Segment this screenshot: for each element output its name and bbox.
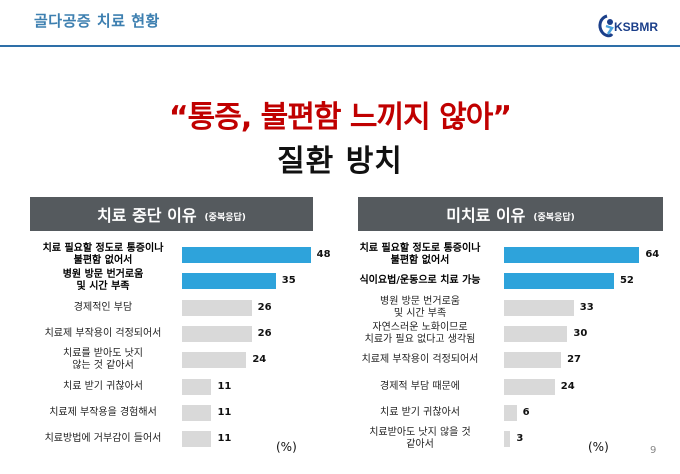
bar — [182, 431, 212, 448]
bar-label-line: 자연스러운 노화이므로 — [372, 321, 468, 333]
bar-label-line: 같아서 — [406, 439, 434, 451]
bar-label: 식이요법/운동으로 치료 가능 — [338, 275, 502, 287]
bar — [504, 404, 517, 421]
bar-label: 치료 받기 귀찮아서 — [28, 381, 178, 393]
bar-label-line: 치료가 필요 없다고 생각됨 — [364, 333, 476, 345]
bar-label-line: 및 시간 부족 — [393, 307, 447, 319]
header-divider — [0, 45, 680, 47]
bar-label: 치료제 부작용이 걱정되어서 — [338, 354, 502, 366]
bar-label: 치료받아도 낫지 않을 것 같아서 — [338, 427, 502, 451]
bar-label: 경제적인 부담 — [28, 302, 178, 314]
bar-value-label: 26 — [257, 301, 272, 313]
right-unit-label: (%) — [588, 440, 609, 454]
bar-label-line: 불편함 없어서 — [390, 255, 450, 266]
bar-label: 경제적 부담 때문에 — [338, 381, 502, 393]
bar-label-line: 병원 방문 번거로움 — [62, 269, 144, 281]
logo-text: KSBMR — [614, 20, 658, 34]
bar-label-line: 치료 필요할 정도로 통증이나 — [42, 243, 164, 254]
bar — [182, 325, 252, 342]
bar-value-label: 27 — [567, 354, 581, 366]
bar-value-label: 24 — [252, 354, 267, 366]
left-panel-note: (중복응답) — [204, 212, 246, 223]
bar-label-line: 및 시간 부족 — [76, 281, 130, 293]
bar-value-label: 30 — [573, 327, 588, 339]
bar-label-line: 식이요법/운동으로 치료 가능 — [359, 275, 481, 287]
bar-label-line: 불편함 없어서 — [73, 255, 133, 266]
bar — [504, 352, 562, 369]
bar — [504, 299, 574, 316]
bar-label: 병원 방문 번거로움 및 시간 부족 — [338, 296, 502, 320]
bar-label-line: 경제적 부담 때문에 — [380, 380, 460, 392]
bar-label: 치료방법에 거부감이 들어서 — [28, 433, 178, 445]
bar-label-line: 병원 방문 번거로움 — [380, 295, 460, 307]
bar-label: 치료 받기 귀찮아서 — [338, 407, 502, 419]
bar-label-line: 치료제 부작용을 경험해서 — [49, 406, 157, 418]
bar-value-label: 3 — [516, 433, 524, 445]
bar-label-line: 치료를 받아도 낫지 — [63, 348, 143, 360]
left-panel-title: 치료 중단 이유 — [97, 206, 197, 225]
bar — [182, 352, 247, 369]
bar-value-label: 6 — [522, 406, 530, 418]
bar-label-line: 치료 받기 귀찮아서 — [380, 406, 460, 418]
bar-label-line: 치료방법에 거부감이 들어서 — [44, 433, 162, 445]
bar-value-label: 26 — [257, 327, 272, 339]
page-section-title: 골다공증 치료 현황 — [34, 12, 160, 30]
bar — [182, 247, 311, 263]
bar-label-line: 치료제 부작용이 걱정되어서 — [44, 327, 162, 339]
bar — [504, 325, 568, 342]
bar-label: 치료를 받아도 낫지 않는 것 같아서 — [28, 348, 178, 372]
bar-label: 병원 방문 번거로움 및 시간 부족 — [28, 269, 178, 293]
bar-label: 치료 필요할 정도로 통증이나 불편함 없어서 — [338, 243, 502, 267]
bar-label-line: 치료 필요할 정도로 통증이나 — [359, 243, 481, 254]
right-panel-note: (중복응답) — [533, 212, 575, 223]
logo-mark-icon — [598, 14, 614, 38]
headline-quote: “통증, 불편함 느끼지 않아” — [168, 100, 512, 135]
headline-subtitle: 질환 방치 — [277, 144, 403, 179]
bar — [182, 299, 252, 316]
bar — [182, 273, 276, 290]
bar-label-line: 않는 것 같아서 — [72, 360, 134, 372]
bar-label: 자연스러운 노화이므로 치료가 필요 없다고 생각됨 — [338, 322, 502, 346]
bar-value-label: 52 — [619, 275, 634, 287]
bar — [504, 273, 614, 290]
right-panel-title: 미치료 이유 — [446, 206, 526, 225]
bar-label-line: 경제적인 부담 — [73, 301, 133, 313]
bar-label-line: 치료 받기 귀찮아서 — [63, 380, 143, 392]
bar-value-label: 11 — [217, 380, 232, 392]
bar — [182, 404, 212, 421]
left-panel-header: 치료 중단 이유 (중복응답) — [30, 197, 313, 231]
bar-label: 치료제 부작용이 걱정되어서 — [28, 328, 178, 340]
bar-value-label: 33 — [579, 301, 594, 313]
bar-value-label: 64 — [645, 249, 660, 260]
bar — [504, 431, 511, 448]
page-number: 9 — [650, 445, 657, 456]
bar — [504, 378, 555, 395]
bar — [504, 247, 640, 263]
left-unit-label: (%) — [276, 440, 297, 454]
bar-value-label: 35 — [281, 275, 296, 287]
right-panel-header: 미치료 이유 (중복응답) — [358, 197, 663, 231]
bar-label-line: 치료제 부작용이 걱정되어서 — [361, 354, 479, 366]
bar-label: 치료제 부작용을 경험해서 — [28, 407, 178, 419]
bar-value-label: 11 — [217, 433, 232, 445]
ksbmr-logo: KSBMR — [596, 14, 662, 40]
bar-value-label: 48 — [316, 249, 331, 260]
bar-label-line: 치료받아도 낫지 않을 것 — [369, 427, 471, 439]
bar — [182, 378, 212, 395]
bar-value-label: 24 — [560, 380, 575, 392]
bar-label: 치료 필요할 정도로 통증이나 불편함 없어서 — [28, 243, 178, 267]
bar-value-label: 11 — [217, 406, 232, 418]
